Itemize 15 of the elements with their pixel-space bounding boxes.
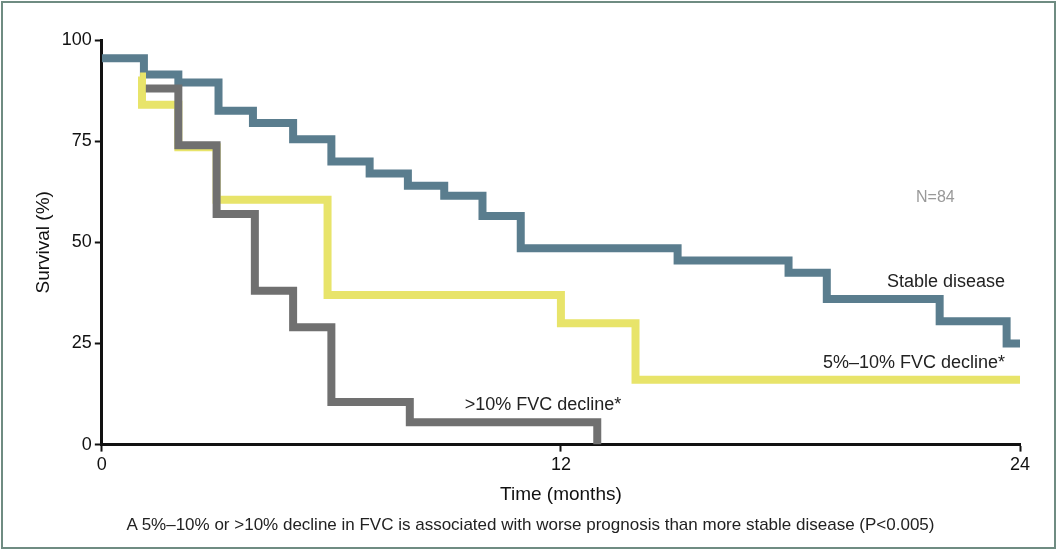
y-axis-title: Survival (%)	[31, 191, 53, 294]
series-label: 5%–10% FVC decline*	[822, 351, 1005, 372]
x-axis-title: Time (months)	[500, 482, 622, 504]
x-tick-label: 12	[550, 454, 571, 475]
text: A 5%–10% or >10% decline in FVC is associated with worse prognosis than more stable disease (P<0.005)	[125, 515, 936, 535]
y-tick-label: 75	[71, 130, 92, 151]
annotation: N=84	[916, 188, 955, 206]
y-tick-label: 50	[71, 231, 92, 252]
x-tick-label: 0	[96, 454, 107, 475]
x-tick-label: 24	[1009, 454, 1031, 475]
y-tick-label: 0	[81, 433, 92, 454]
y-tick-label: 25	[71, 332, 92, 353]
y-tick-label: 100	[61, 28, 92, 49]
series-label: Stable disease	[886, 270, 1005, 291]
series-label: >10% FVC decline*	[464, 394, 622, 415]
